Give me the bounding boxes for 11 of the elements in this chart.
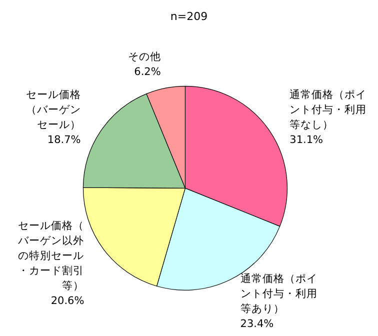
- slice-label: 通常価格（ポイント付与・利用等あり）: [240, 272, 318, 315]
- slice-label: セール価格（バーゲン以外の特別セール・カード割引等）: [17, 220, 84, 292]
- data-label: 6.2%: [134, 66, 161, 78]
- slice-label: 通常価格（ポイント付与・利用等なし）: [290, 88, 367, 132]
- slice-label: セール価格（バーゲンセール）: [26, 89, 81, 132]
- chart-title: n=209: [170, 10, 208, 23]
- data-label: 20.6%: [50, 294, 84, 307]
- data-label: 31.1%: [290, 134, 324, 146]
- data-label: 23.4%: [240, 318, 274, 330]
- slice-label: その他: [128, 51, 161, 64]
- data-label: 18.7%: [47, 134, 81, 146]
